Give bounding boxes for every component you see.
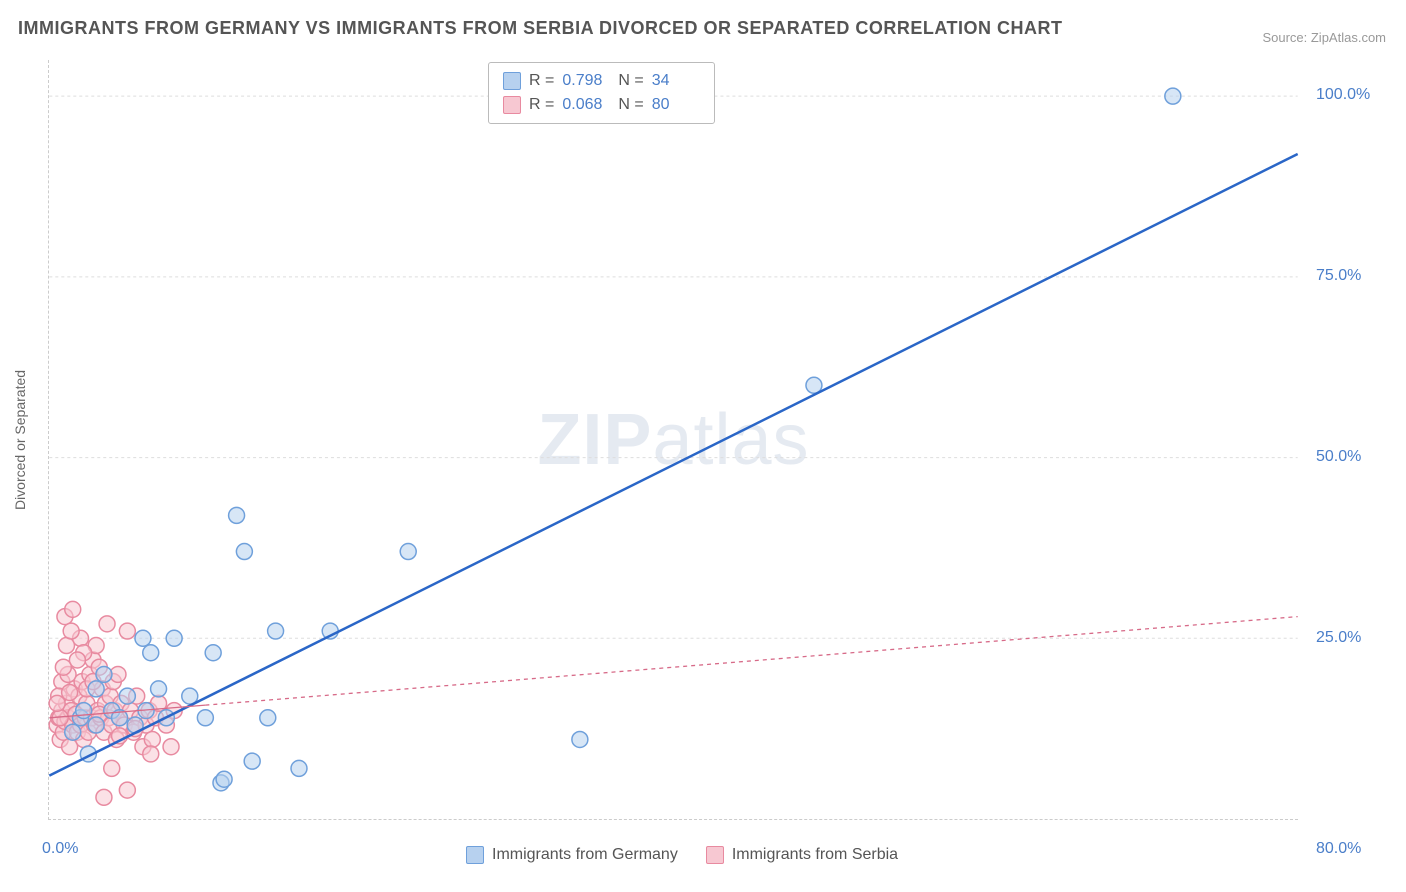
legend-label: Immigrants from Germany [492,846,678,864]
r-label: R = [529,93,554,117]
y-tick-label: 50.0% [1316,448,1361,466]
scatter-point [58,638,74,654]
correlation-legend: R = 0.798 N = 34 R = 0.068 N = 80 [488,62,715,124]
n-label: N = [618,93,643,117]
scatter-point [197,710,213,726]
scatter-point [1165,88,1181,104]
scatter-point [135,630,151,646]
n-label: N = [618,69,643,93]
legend-swatch [706,846,724,864]
scatter-point [65,724,81,740]
trend-line [49,154,1297,776]
legend-row: R = 0.068 N = 80 [503,93,700,117]
y-axis-label: Divorced or Separated [12,370,28,510]
scatter-point [88,681,104,697]
legend-label: Immigrants from Serbia [732,846,898,864]
scatter-point [62,685,78,701]
scatter-plot-svg [49,60,1298,819]
scatter-point [76,703,92,719]
y-tick-label: 100.0% [1316,86,1370,104]
y-tick-label: 75.0% [1316,267,1361,285]
scatter-point [205,645,221,661]
scatter-point [99,616,115,632]
scatter-point [236,544,252,560]
scatter-point [55,659,71,675]
trend-line [205,617,1297,706]
legend-swatch [503,96,521,114]
scatter-point [151,681,167,697]
scatter-point [260,710,276,726]
scatter-point [166,630,182,646]
scatter-point [88,717,104,733]
scatter-point [143,645,159,661]
legend-item: Immigrants from Serbia [706,846,898,864]
x-tick-label-max: 80.0% [1316,840,1361,858]
chart-title: IMMIGRANTS FROM GERMANY VS IMMIGRANTS FR… [18,18,1063,39]
scatter-point [119,782,135,798]
scatter-point [119,688,135,704]
n-value: 80 [652,93,700,117]
scatter-point [244,753,260,769]
scatter-point [216,771,232,787]
scatter-point [400,544,416,560]
r-value: 0.798 [562,69,610,93]
r-value: 0.068 [562,93,610,117]
chart-plot-area: ZIPatlas [48,60,1298,820]
scatter-point [65,601,81,617]
source-attribution: Source: ZipAtlas.com [1262,30,1386,45]
scatter-point [96,789,112,805]
scatter-point [268,623,284,639]
r-label: R = [529,69,554,93]
series-legend: Immigrants from Germany Immigrants from S… [466,846,898,864]
n-value: 34 [652,69,700,93]
legend-row: R = 0.798 N = 34 [503,69,700,93]
scatter-point [143,746,159,762]
scatter-point [163,739,179,755]
y-tick-label: 25.0% [1316,629,1361,647]
scatter-point [144,731,160,747]
legend-item: Immigrants from Germany [466,846,678,864]
legend-swatch [503,72,521,90]
scatter-point [104,760,120,776]
legend-swatch [466,846,484,864]
scatter-point [572,731,588,747]
scatter-point [229,507,245,523]
scatter-point [63,623,79,639]
scatter-point [119,623,135,639]
scatter-point [96,666,112,682]
scatter-point [291,760,307,776]
x-tick-label-min: 0.0% [42,840,78,858]
